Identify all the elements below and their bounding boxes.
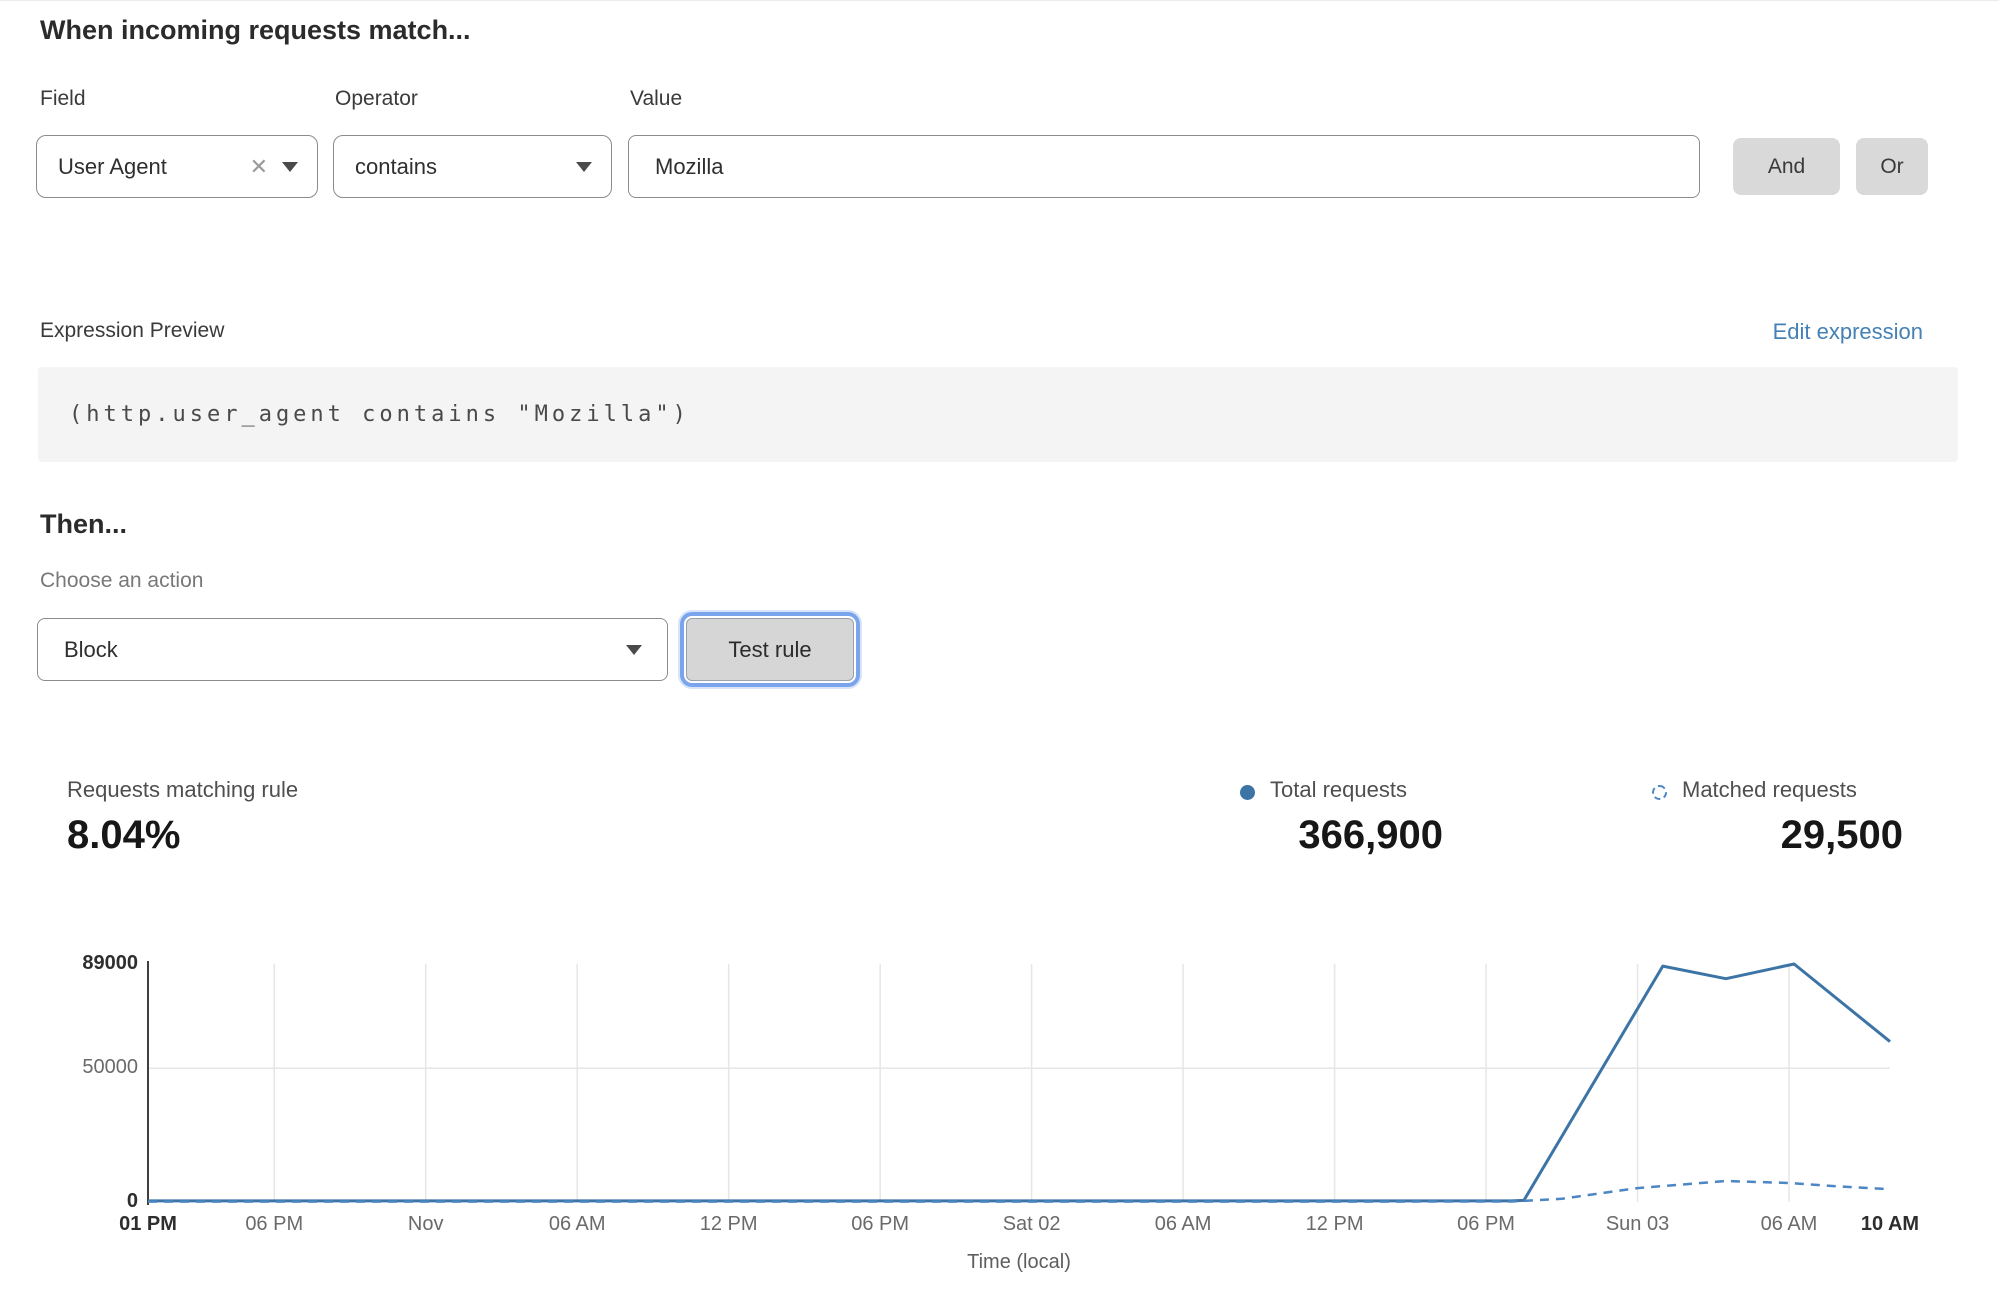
test-rule-button[interactable]: Test rule <box>686 618 854 681</box>
x-tick-label: 06 PM <box>851 1213 910 1235</box>
expression-code-box: (http.user_agent contains "Mozilla") <box>38 367 1958 462</box>
x-tick-label: 01 PM <box>119 1213 177 1235</box>
chevron-down-icon <box>626 644 642 655</box>
x-tick-label: 06 AM <box>548 1213 606 1235</box>
and-button[interactable]: And <box>1733 138 1840 195</box>
y-tick-label: 0 <box>126 1190 138 1212</box>
total-requests-value: 366,900 <box>1298 813 1443 857</box>
matched-requests-label: Matched requests <box>1682 777 1857 802</box>
x-tick-label: 06 PM <box>245 1213 304 1235</box>
x-tick-label: Nov <box>407 1213 444 1235</box>
chevron-down-icon <box>576 161 592 172</box>
then-heading: Then... <box>40 509 127 539</box>
operator-label: Operator <box>335 87 418 110</box>
operator-select[interactable]: contains <box>333 135 612 198</box>
action-select-value: Block <box>64 636 118 662</box>
chevron-down-icon <box>282 161 298 172</box>
x-axis-title: Time (local) <box>967 1251 1071 1273</box>
expression-preview-label: Expression Preview <box>40 319 225 342</box>
x-tick-label: 12 PM <box>699 1213 758 1235</box>
total-requests-line <box>148 962 1891 1203</box>
action-select[interactable]: Block <box>37 618 668 681</box>
value-label: Value <box>630 87 683 110</box>
expression-code: (http.user_agent contains "Mozilla") <box>69 402 690 427</box>
x-tick-label: Sat 02 <box>1002 1213 1061 1235</box>
or-button[interactable]: Or <box>1856 138 1928 195</box>
x-tick-label: 10 AM <box>1860 1213 1920 1235</box>
matched-requests-line <box>148 1179 1891 1203</box>
x-tick-label: 06 AM <box>1154 1213 1212 1235</box>
value-input[interactable] <box>628 135 1700 198</box>
field-label: Field <box>40 87 86 110</box>
total-requests-label: Total requests <box>1270 777 1407 802</box>
matching-rule-value: 8.04% <box>67 813 181 857</box>
clear-field-icon[interactable]: ✕ <box>249 153 268 179</box>
matched-requests-value: 29,500 <box>1780 813 1903 857</box>
x-tick-label: 06 AM <box>1760 1213 1818 1235</box>
x-tick-label: Sun 03 <box>1605 1213 1670 1235</box>
operator-select-value: contains <box>355 153 437 179</box>
x-tick-label: 06 PM <box>1457 1213 1515 1235</box>
edit-expression-link[interactable]: Edit expression <box>1772 319 1923 344</box>
total-requests-dot-icon <box>1240 785 1255 800</box>
field-select[interactable]: User Agent ✕ <box>36 135 318 198</box>
field-select-value: User Agent <box>58 153 167 179</box>
y-tick-label: 50000 <box>82 1056 138 1079</box>
x-tick-label: 12 PM <box>1305 1213 1364 1235</box>
matching-rule-label: Requests matching rule <box>67 777 299 802</box>
y-tick-label: 89000 <box>82 952 138 974</box>
matched-requests-dashed-circle-icon <box>1652 785 1667 800</box>
page-title: When incoming requests match... <box>40 15 471 45</box>
choose-action-label: Choose an action <box>40 569 204 592</box>
